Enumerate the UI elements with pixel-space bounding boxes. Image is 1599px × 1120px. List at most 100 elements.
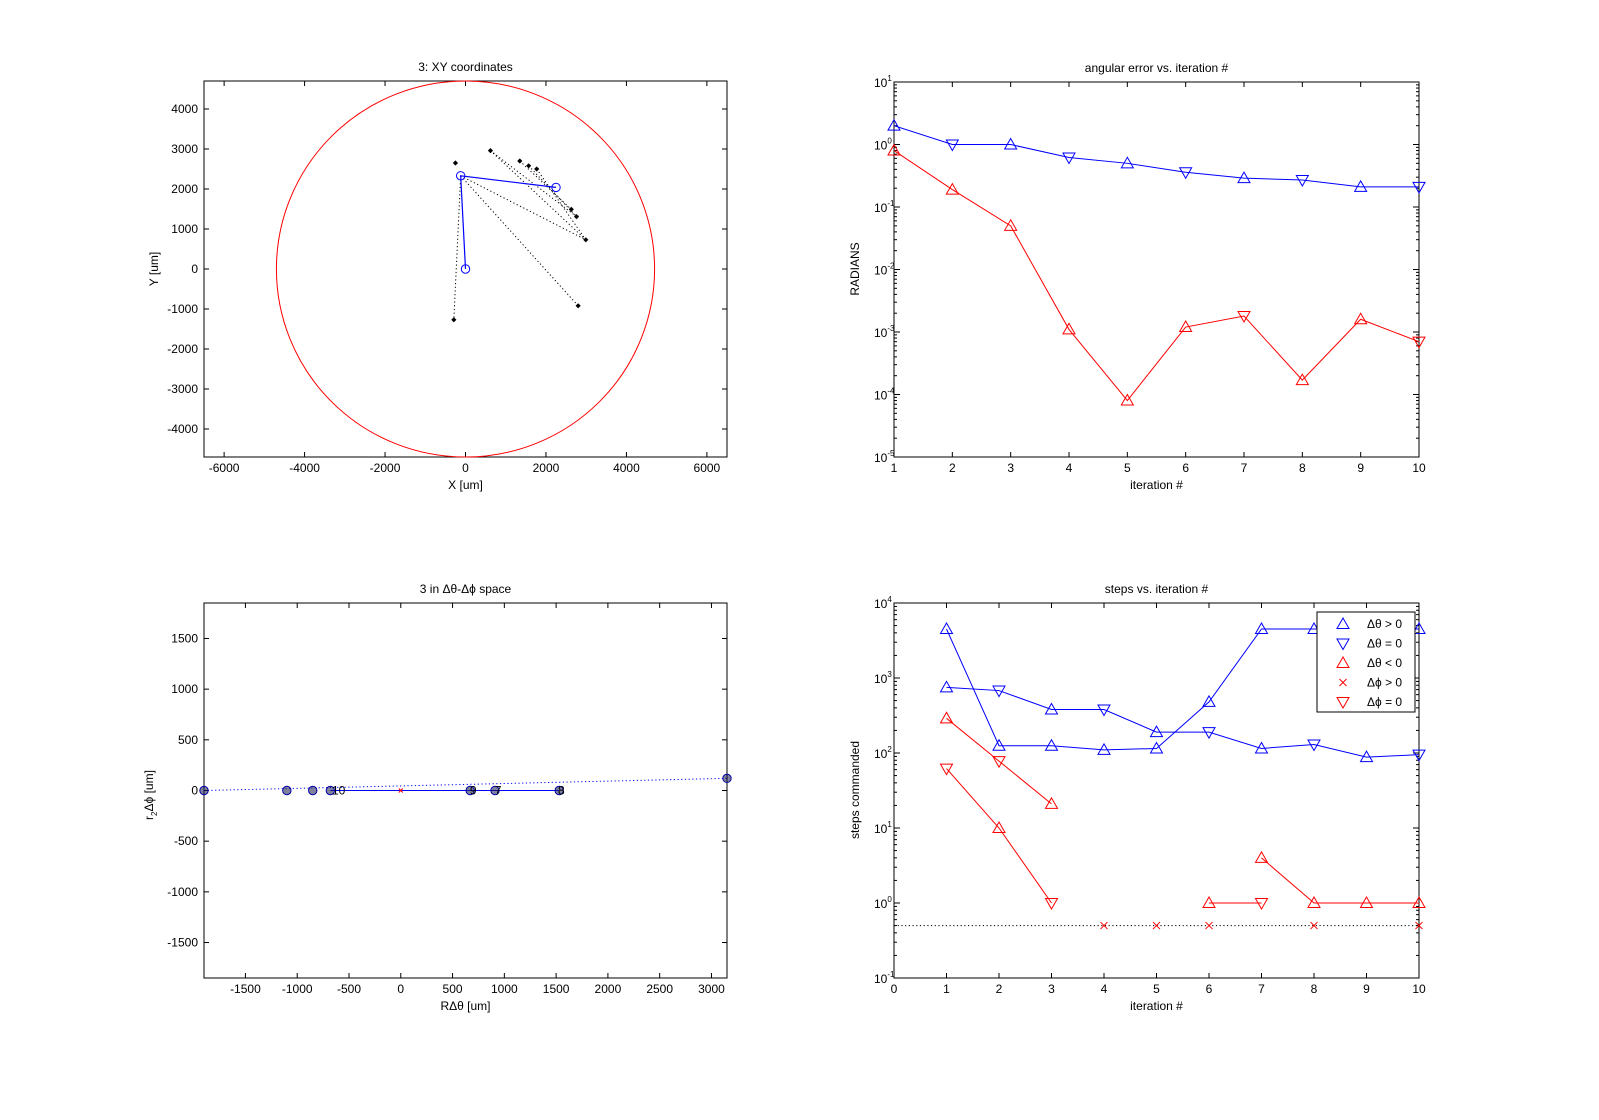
y-tick-exponent: -4	[887, 387, 895, 396]
y-tick-label: -3000	[167, 382, 198, 396]
y-tick-label: 10-1	[874, 970, 895, 986]
x-tick-label: 6000	[694, 461, 721, 475]
dotted-connection	[528, 165, 577, 217]
target-point	[526, 163, 532, 169]
x-tick-label: 1500	[543, 982, 570, 996]
delta-space-ticks: -1500 -1000 -500 0 500 1000 1500 2000 2500 3000 -1…	[167, 603, 727, 996]
x-marker-point	[1152, 921, 1161, 930]
x-tick-label: 7	[1241, 461, 1248, 475]
series-point	[1307, 895, 1321, 908]
trajectory-point	[722, 773, 732, 784]
x-tick-label: -6000	[209, 461, 240, 475]
x-tick-label: 7	[1258, 982, 1265, 996]
x-tick-label: 2	[949, 461, 956, 475]
xy-plot: 3: XY coordinates X [um] Y [um] -6000 -40…	[147, 60, 728, 492]
series-point	[992, 738, 1006, 751]
y-tick-label: 0	[191, 262, 198, 276]
angular-error-ylabel: RADIANS	[848, 242, 862, 295]
y-tick-label: -500	[174, 834, 198, 848]
series-point	[1062, 152, 1076, 165]
steps-xlabel: iteration #	[1130, 999, 1183, 1013]
y-tick-label: 104	[874, 595, 892, 611]
x-tick-label: 500	[443, 982, 463, 996]
y-tick-label: 2000	[171, 182, 198, 196]
x-tick-label: 3	[1048, 982, 1055, 996]
point-label: 8	[558, 784, 565, 798]
trajectory-point	[490, 785, 500, 796]
y-tick-exponent: -3	[887, 324, 895, 333]
workspace-circle	[275, 80, 656, 458]
y-tick-base: 10	[874, 597, 888, 611]
x-tick-label: 8	[1299, 461, 1306, 475]
legend-label: Δθ > 0	[1367, 617, 1402, 631]
series-point	[1062, 322, 1076, 335]
series-point	[1202, 727, 1216, 740]
series-point	[1295, 175, 1310, 188]
y-tick-label: -1000	[167, 885, 198, 899]
target-point	[534, 166, 540, 172]
trajectory-point	[308, 785, 318, 796]
series-point	[992, 820, 1006, 833]
legend-label: Δθ < 0	[1367, 656, 1402, 670]
series-line	[946, 717, 1052, 805]
series-point	[1237, 311, 1251, 324]
arm-line	[460, 175, 557, 270]
x-tick-label: 4	[1101, 982, 1108, 996]
y-tick-base: 10	[874, 139, 888, 153]
x-tick-label: -2000	[370, 461, 401, 475]
target-point	[487, 148, 494, 154]
delta-space-ylabel-sub: 2	[150, 811, 159, 816]
y-tick-base: 10	[874, 451, 888, 465]
series-point	[1254, 622, 1269, 635]
legend-label: Δϕ > 0	[1367, 676, 1402, 690]
target-point	[583, 237, 589, 243]
point-label: 7	[495, 784, 502, 798]
series-point	[1307, 739, 1321, 752]
trajectory-point	[325, 785, 336, 796]
series-line	[893, 125, 1419, 188]
series-point	[1044, 702, 1059, 715]
x-tick-label: 2	[996, 982, 1003, 996]
y-tick-exponent: 0	[887, 137, 892, 146]
target-point	[517, 158, 523, 164]
y-tick-base: 10	[874, 897, 888, 911]
y-tick-base: 10	[874, 389, 888, 403]
xy-plot-xlabel: X [um]	[448, 478, 483, 492]
x-tick-label: 2500	[646, 982, 673, 996]
y-tick-label: -2000	[167, 342, 198, 356]
series-point	[1120, 156, 1135, 169]
y-tick-label: -1500	[167, 936, 198, 950]
x-tick-label: -4000	[289, 461, 320, 475]
series-point	[1044, 796, 1059, 809]
legend-marker	[1336, 697, 1350, 710]
series-point	[887, 143, 901, 156]
y-tick-label: -4000	[167, 422, 198, 436]
angular-error-marks	[887, 118, 1426, 406]
y-tick-label: 3000	[171, 142, 198, 156]
trajectory-point	[465, 785, 475, 796]
arm-joint	[551, 182, 561, 193]
y-tick-base: 10	[874, 264, 888, 278]
target-point	[575, 303, 581, 309]
x-marker-point	[1415, 921, 1423, 930]
steps-plot: steps vs. iteration # iteration # steps …	[848, 582, 1426, 1013]
x-tick-label: 2000	[533, 461, 560, 475]
series-point	[1178, 320, 1193, 333]
y-tick-base: 10	[874, 326, 888, 340]
center-mark	[398, 788, 404, 793]
y-tick-label: 1000	[171, 682, 198, 696]
y-tick-label: 102	[874, 745, 892, 761]
y-tick-exponent: -1	[887, 970, 895, 979]
delta-space-ylabel-rest: Δϕ [um]	[142, 770, 156, 811]
series-point	[1120, 393, 1135, 406]
y-tick-exponent: 1	[887, 820, 892, 829]
arm-joint	[460, 264, 471, 274]
x-marker-point	[1100, 921, 1108, 930]
x-tick-label: 1	[891, 461, 898, 475]
target-point	[451, 317, 457, 323]
series-line	[893, 150, 1420, 402]
x-tick-label: 1	[943, 982, 950, 996]
series-point	[1412, 181, 1426, 194]
y-tick-label: 500	[178, 733, 198, 747]
point-label: 10	[332, 784, 346, 798]
